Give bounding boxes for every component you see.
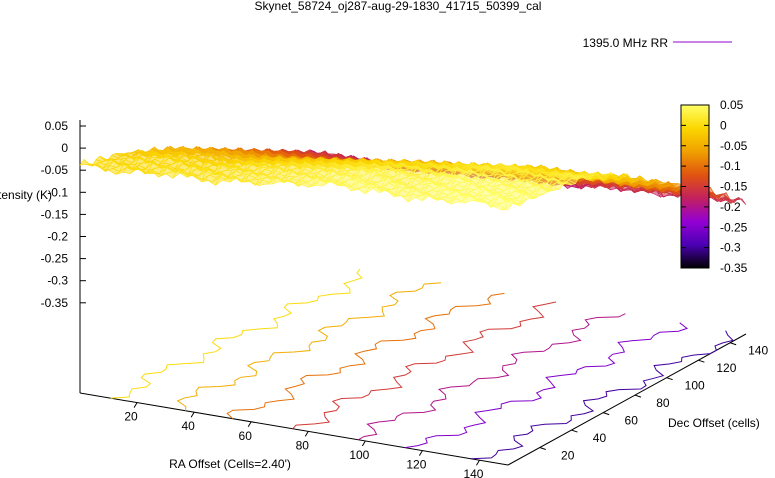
y-tick xyxy=(571,429,578,433)
contour-line xyxy=(404,322,689,449)
y-axis-label: Dec Offset (cells) xyxy=(668,416,760,430)
y-tick-label: 100 xyxy=(685,379,705,393)
x-tick xyxy=(304,431,309,437)
x-tick xyxy=(247,421,252,428)
x-tick-label: 80 xyxy=(296,438,310,452)
z-tick-label: -0.3 xyxy=(47,274,68,288)
colorbar-tick-label: 0.05 xyxy=(720,98,744,112)
colorbar-tick-label: -0.2 xyxy=(720,200,741,214)
y-tick-label: 120 xyxy=(716,361,736,375)
contour-line xyxy=(357,313,626,441)
contour-line xyxy=(226,292,505,420)
y-tick xyxy=(698,359,705,363)
y-tick-label: 20 xyxy=(561,449,575,463)
y-tick-label: 40 xyxy=(593,431,607,445)
z-tick-label: -0.2 xyxy=(47,230,68,244)
x-axis-label: RA Offset (Cells=2.40') xyxy=(169,457,291,471)
z-axis: 0.05 0 -0.05 -0.1 -0.15 -0.2 -0.25 -0.3 -0.35 xyxy=(41,119,86,310)
x-tick-label: 60 xyxy=(239,429,253,443)
y-tick xyxy=(603,412,610,416)
x-tick xyxy=(476,459,480,466)
colorbar-tick-label: -0.15 xyxy=(720,180,748,194)
y-tick-label: 60 xyxy=(625,414,639,428)
chart-title: Skynet_58724_oj287-aug-29-1830_41715_503… xyxy=(255,0,542,13)
x-tick-label: 40 xyxy=(181,419,195,433)
x-tick xyxy=(190,411,195,418)
colorbar-tick-label: -0.35 xyxy=(720,261,748,275)
x-axis-line xyxy=(79,392,509,466)
colorbar-tick-label: -0.1 xyxy=(720,159,741,173)
x-tick xyxy=(133,402,138,408)
contour-line xyxy=(176,282,442,411)
colorbar-tick-label: 0 xyxy=(720,118,727,132)
z-tick-label: 0 xyxy=(61,141,68,155)
y-tick-label: 80 xyxy=(656,396,670,410)
z-tick-label: -0.05 xyxy=(41,163,69,177)
y-tick xyxy=(539,447,546,451)
surface-cell xyxy=(500,203,513,211)
y-axis-line xyxy=(507,333,747,466)
z-tick-label: 0.05 xyxy=(45,119,69,133)
legend-label: 1395.0 MHz RR xyxy=(583,36,669,50)
y-tick xyxy=(666,377,673,381)
contour-line xyxy=(110,268,363,399)
contour-line xyxy=(470,330,734,460)
base-axes xyxy=(79,120,747,466)
x-tick-label: 20 xyxy=(124,410,138,424)
x-tick-label: 120 xyxy=(406,458,426,472)
y-tick xyxy=(729,342,737,346)
x-tick-label: 100 xyxy=(349,448,369,462)
y-tick xyxy=(634,394,642,398)
x-tick-label: 140 xyxy=(463,467,483,478)
x-axis-ticks: 20 40 60 80 100 120 140 xyxy=(124,402,484,478)
z-tick-label: -0.25 xyxy=(41,252,69,266)
y-axis-ticks: 20 40 60 80 100 120 140 xyxy=(539,342,768,463)
surface-mesh xyxy=(79,145,747,211)
z-tick-label: -0.35 xyxy=(41,296,69,310)
x-tick xyxy=(361,440,366,447)
contour-line xyxy=(292,301,557,430)
z-tick-label: -0.1 xyxy=(47,185,68,199)
colorbar-tick-label: -0.05 xyxy=(720,139,748,153)
z-tick-label: -0.15 xyxy=(41,207,69,221)
x-tick xyxy=(418,450,423,456)
colorbar-tick-label: -0.3 xyxy=(720,241,741,255)
z-axis-label: Intensity (K) xyxy=(0,188,52,202)
colorbar-tick-label: -0.25 xyxy=(720,220,748,234)
base-contours xyxy=(110,268,734,460)
colorbar: 0.05 0 -0.05 -0.1 -0.15 -0.2 -0.25 -0.3 -0.35 xyxy=(680,98,748,275)
y-tick-label: 140 xyxy=(748,344,768,358)
